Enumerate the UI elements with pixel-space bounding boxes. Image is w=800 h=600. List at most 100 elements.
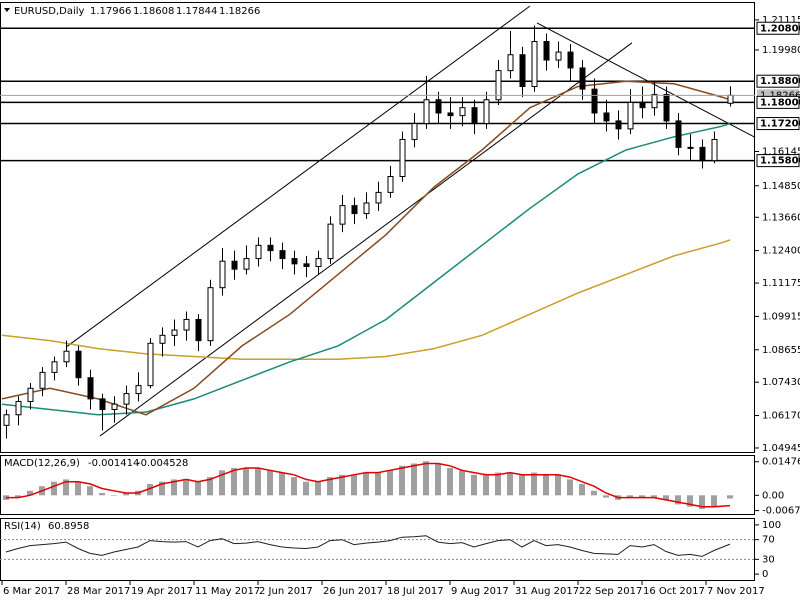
x-tick-label: 16 Oct 2017 [643, 586, 705, 597]
macd-bar [243, 468, 249, 496]
macd-bar [87, 486, 93, 496]
macd-bar [351, 474, 357, 496]
level-box [756, 117, 800, 131]
candle-body [135, 385, 142, 395]
level-label: 1.18000 [760, 97, 800, 108]
x-tick-label: 19 Apr 2017 [131, 586, 193, 597]
macd-bar [471, 474, 477, 496]
x-tick-label: 22 Sep 2017 [579, 586, 642, 597]
candle-body [183, 318, 190, 331]
signal-value: -0.004528 [137, 458, 188, 469]
main-panel [0, 2, 755, 453]
macd-bar [591, 490, 597, 496]
candle-body [75, 350, 82, 379]
macd-bar [375, 472, 381, 496]
candle-body [591, 88, 598, 114]
trend-line [99, 42, 633, 437]
candle-body [159, 334, 166, 344]
candle-body [267, 244, 274, 252]
candle-body [195, 318, 202, 342]
macd-bar [291, 477, 297, 496]
candle-body [339, 205, 346, 225]
candle-body [579, 67, 586, 90]
trend-line [66, 5, 531, 347]
rsi-panel [0, 518, 755, 581]
candle-body [387, 176, 394, 193]
macd-bar [387, 470, 393, 496]
close-value: 1.18266 [219, 6, 260, 17]
y-tick-label: 0.00 [762, 490, 784, 501]
y-tick-label: 1.11175 [762, 278, 800, 289]
macd-bar [543, 474, 549, 496]
candle-body [15, 401, 22, 416]
candle-body [3, 414, 10, 426]
macd-bar [447, 468, 453, 496]
macd-bar [255, 468, 261, 496]
candle-body [627, 101, 634, 130]
low-value: 1.17844 [176, 6, 217, 17]
candle-body [255, 244, 262, 260]
y-tick-label: 1.04945 [762, 443, 800, 454]
y-tick-label: 70 [762, 535, 775, 546]
y-tick-label: 100 [762, 520, 781, 531]
macd-bar [727, 495, 733, 499]
macd-bar [111, 495, 117, 496]
macd-bar [63, 479, 69, 496]
level-label: 1.17200 [760, 119, 800, 130]
moving-average [1, 80, 731, 416]
macd-bar [183, 479, 189, 496]
y-tick-label: -0.006713 [762, 506, 800, 517]
candle-body [507, 54, 514, 72]
level-label: 1.15800 [760, 156, 800, 167]
candle-body [663, 93, 670, 122]
candle-body [291, 258, 298, 265]
macd-bar [15, 495, 21, 498]
candle-body [687, 146, 694, 149]
menu-arrow[interactable] [4, 8, 10, 12]
macd-bar [555, 474, 561, 496]
rsi-line [5, 535, 731, 557]
y-tick-label: 1.13660 [762, 212, 800, 223]
candle-body [411, 123, 418, 140]
macd-value: -0.001414 [88, 458, 139, 469]
candle-body [543, 40, 550, 61]
macd-bar [195, 481, 201, 496]
candle-body [495, 70, 502, 101]
candle-body [483, 99, 490, 125]
candle-body [471, 107, 478, 125]
candle-body [327, 223, 334, 260]
macd-bar [159, 481, 165, 496]
candle-body [219, 260, 226, 289]
macd-bar [303, 481, 309, 496]
x-tick-label: 6 Mar 2017 [3, 586, 60, 597]
high-value: 1.18608 [133, 6, 174, 17]
candle-body [567, 51, 574, 69]
macd-bar [75, 481, 81, 496]
macd-bar [531, 472, 537, 496]
x-tick-label: 18 Jul 2017 [387, 586, 444, 597]
y-tick-label: 1.14850 [762, 181, 800, 192]
rsi-title: RSI(14) [4, 521, 41, 532]
level-box [756, 95, 800, 109]
candle-body [615, 120, 622, 130]
macd-bar [339, 474, 345, 496]
candle-body [87, 377, 94, 400]
candle-body [51, 361, 58, 373]
level-box [756, 74, 800, 88]
candle-body [303, 263, 310, 268]
candle-body [123, 393, 130, 405]
macd-bar [123, 493, 129, 496]
y-tick-label: 30 [762, 554, 775, 565]
x-tick-label: 7 Nov 2017 [707, 586, 765, 597]
macd-bar [687, 495, 693, 507]
macd-bar [579, 483, 585, 496]
macd-bar [51, 481, 57, 496]
candle-body [519, 54, 526, 87]
macd-bar [327, 477, 333, 496]
candle-body [675, 120, 682, 148]
macd-bar [483, 474, 489, 496]
macd-bar [423, 461, 429, 496]
y-tick-label: 1.06170 [762, 411, 800, 422]
candle-body [63, 350, 70, 363]
